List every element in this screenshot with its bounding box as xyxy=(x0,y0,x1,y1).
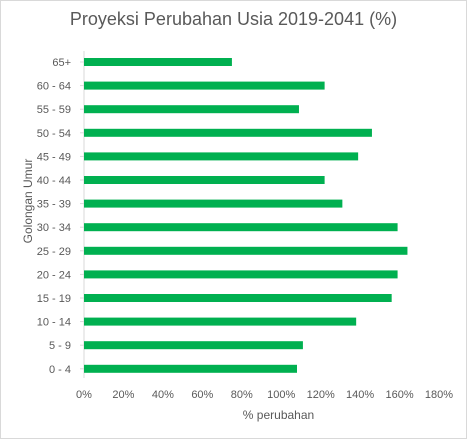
bar xyxy=(84,176,325,184)
y-tick-label: 50 - 54 xyxy=(37,128,71,140)
chart-title: Proyeksi Perubahan Usia 2019-2041 (%) xyxy=(69,9,398,29)
y-tick-label: 35 - 39 xyxy=(37,199,71,211)
x-tick-label: 140% xyxy=(346,389,374,401)
x-tick-label: 60% xyxy=(191,389,213,401)
bar xyxy=(84,317,357,326)
x-tick-label: 180% xyxy=(425,389,453,401)
bar xyxy=(84,341,303,350)
x-tick-label: 20% xyxy=(112,389,134,401)
x-tick-label: 160% xyxy=(385,389,413,401)
bar xyxy=(84,270,398,279)
x-tick-label: 100% xyxy=(267,389,295,401)
bar xyxy=(84,81,325,90)
bar xyxy=(84,128,372,137)
x-tick-label: 120% xyxy=(307,389,335,401)
bar xyxy=(84,364,297,373)
y-tick-label: 15 - 19 xyxy=(37,293,71,305)
y-tick-label: 40 - 44 xyxy=(37,175,71,187)
y-tick-label: 55 - 59 xyxy=(37,104,71,116)
y-tick-label: 45 - 49 xyxy=(37,151,71,163)
bar xyxy=(84,223,398,232)
bar xyxy=(84,152,359,161)
bar xyxy=(84,105,299,114)
y-tick-label: 10 - 14 xyxy=(37,317,71,329)
x-tick-label: 40% xyxy=(152,389,174,401)
bar xyxy=(84,58,232,66)
x-axis-label: % perubahan xyxy=(242,408,315,422)
bar xyxy=(84,294,392,302)
bar xyxy=(84,199,343,208)
y-tick-label: 65+ xyxy=(52,57,71,69)
bar xyxy=(84,246,408,255)
x-tick-label: 80% xyxy=(231,389,253,401)
y-tick-label: 60 - 64 xyxy=(37,81,71,93)
y-tick-label: 0 - 4 xyxy=(49,364,71,376)
y-tick-label: 20 - 24 xyxy=(37,269,71,281)
x-tick-label: 0% xyxy=(76,389,92,401)
y-tick-label: 25 - 29 xyxy=(37,246,71,258)
y-tick-label: 5 - 9 xyxy=(49,340,71,352)
y-tick-label: 30 - 34 xyxy=(37,222,71,234)
